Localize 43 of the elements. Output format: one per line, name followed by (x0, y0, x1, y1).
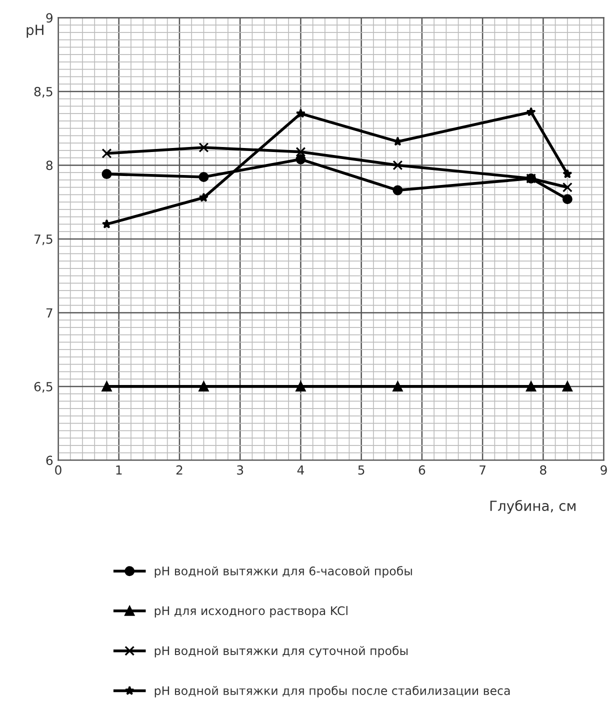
point (296, 108, 306, 118)
point (296, 154, 306, 164)
x-tick-label: 1 (116, 465, 122, 475)
x-tick-label: 8 (540, 465, 546, 475)
point (562, 182, 572, 192)
point (198, 381, 209, 392)
y-tick-label: 7,5 (34, 234, 52, 246)
legend-label: pH водной вытяжки для суточной пробы (154, 646, 408, 658)
point (198, 192, 209, 202)
point (198, 142, 209, 152)
x-axis-title: Глубина, см (490, 500, 576, 514)
x-tick-label: 3 (237, 465, 244, 475)
point (562, 169, 572, 178)
point (102, 381, 112, 392)
point (296, 381, 306, 392)
point (526, 107, 536, 116)
y-axis-title: pH (26, 24, 44, 38)
legend-label: pH для исходного раствора KCl (154, 606, 348, 618)
x-tick-label: 6 (418, 465, 426, 475)
x-tick-label: 0 (55, 465, 62, 475)
x-tick-label: 5 (358, 465, 364, 475)
legend-label: pH водной вытяжки для пробы после стабилизации веса (154, 686, 510, 698)
point (562, 194, 572, 204)
y-tick-label: 8,5 (34, 86, 52, 98)
x-tick-label: 4 (297, 465, 304, 475)
x-tick-label: 7 (480, 465, 486, 475)
point (392, 381, 403, 392)
point (392, 160, 403, 170)
y-tick-label: 9 (46, 13, 52, 23)
point (526, 381, 536, 392)
y-tick-label: 6,5 (34, 382, 52, 393)
point (562, 381, 572, 392)
point (198, 172, 209, 182)
legend-label: pH водной вытяжки для 6-часовой пробы (154, 566, 412, 578)
x-tick-label: 2 (176, 465, 182, 475)
y-tick-label: 8 (46, 160, 53, 170)
y-tick-label: 7 (46, 308, 52, 318)
y-tick-label: 6 (46, 456, 53, 466)
x-tick-label: 9 (600, 465, 607, 475)
point (392, 185, 403, 196)
point (296, 146, 306, 157)
point (102, 169, 112, 180)
point (102, 148, 112, 158)
